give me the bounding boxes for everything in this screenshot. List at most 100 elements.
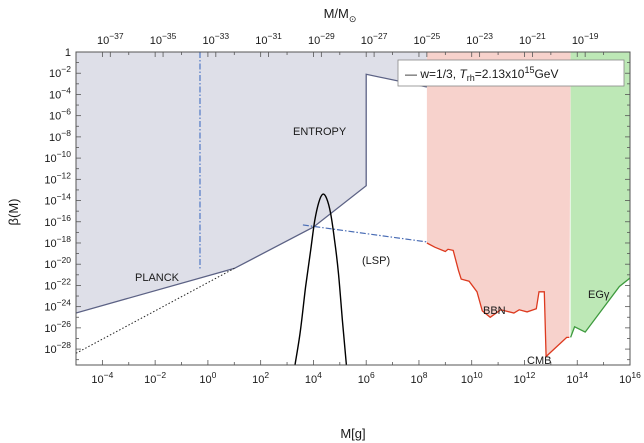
tick-label-base: 10 — [44, 344, 56, 356]
tick-label-base: 10 — [44, 302, 56, 314]
tick-label-exponent: −21 — [531, 31, 546, 41]
legend-w-text: w=1/3, — [419, 67, 459, 81]
tick-label-base: 10 — [519, 35, 531, 47]
tick-label-exponent: 12 — [526, 370, 536, 380]
tick-label: 10−26 — [44, 319, 71, 335]
legend-box — [397, 59, 625, 87]
tick-label-exponent: 6 — [370, 370, 375, 380]
lsp-constraint-line — [302, 224, 427, 243]
tick-label-base: 10 — [308, 35, 320, 47]
entropy-region-fill — [76, 52, 427, 313]
tick-label: 10−2 — [144, 370, 166, 386]
tick-label: 10−28 — [44, 340, 71, 356]
region-label-entropy: ENTROPY — [293, 126, 347, 138]
top-axis-title-sub: ⊙ — [349, 14, 357, 24]
tick-label: 10−37 — [97, 31, 124, 47]
tick-label-base: 10 — [49, 132, 61, 144]
tick-label-base: 10 — [44, 174, 56, 186]
tick-label-base: 10 — [619, 374, 631, 386]
region-label-eg-gamma: EGγ — [588, 289, 610, 301]
tick-label: 1 — [65, 47, 71, 59]
tick-label: 10−20 — [44, 255, 71, 271]
tick-label-base: 10 — [414, 35, 426, 47]
tick-label: 10−35 — [150, 31, 177, 47]
tick-label-exponent: −8 — [61, 128, 71, 138]
tick-label-base: 10 — [410, 374, 422, 386]
tick-label-base: 10 — [44, 217, 56, 229]
legend-t-value: =2.13x10 — [475, 67, 525, 81]
tick-label-exponent: −6 — [61, 107, 71, 117]
tick-label: 102 — [252, 370, 269, 386]
region-label-cmb: CMB — [527, 355, 551, 367]
tick-label-base: 10 — [97, 35, 109, 47]
tick-label-base: 10 — [44, 238, 56, 250]
tick-label: 10−22 — [44, 276, 71, 292]
entropy-region-border — [76, 73, 428, 314]
legend-t-exp: 15 — [524, 65, 534, 75]
tick-label: 10−4 — [49, 85, 71, 101]
tick-label-base: 10 — [305, 374, 317, 386]
tick-label-exponent: −16 — [57, 213, 72, 223]
eg-gamma-constraint-line — [569, 277, 630, 338]
tick-label-base: 10 — [566, 374, 578, 386]
tick-label-exponent: −14 — [57, 192, 72, 202]
tick-label-base: 10 — [202, 35, 214, 47]
tick-label-base: 10 — [466, 35, 478, 47]
tick-label-exponent: −20 — [57, 255, 72, 265]
tick-label: 106 — [358, 370, 375, 386]
tick-label: 10−19 — [572, 31, 599, 47]
x-axis-title: M[g] — [340, 426, 365, 441]
tick-label-exponent: 2 — [264, 370, 269, 380]
region-label-lsp: (LSP) — [362, 255, 390, 267]
tick-label: 10−23 — [466, 31, 493, 47]
tick-label-base: 10 — [44, 323, 56, 335]
tick-label-base: 10 — [44, 259, 56, 271]
tick-label: 10−14 — [44, 192, 71, 208]
tick-label-base: 10 — [255, 35, 267, 47]
top-axis-ticks: 10−37 10−35 10−33 10−31 10−29 10−27 10−25 10−23… — [97, 31, 599, 57]
legend-symbol: — — [405, 67, 417, 81]
tick-label: 104 — [305, 370, 322, 386]
tick-label-base: 10 — [44, 280, 56, 292]
tick-label: 10−31 — [255, 31, 282, 47]
bottom-axis-ticks: 10−4 10−2 100 102 104 106 108 1010 1012 1014 1016 — [75, 52, 641, 386]
bbn-cmb-constraint-line — [426, 242, 570, 358]
tick-label-exponent: −10 — [57, 149, 72, 159]
tick-label-exponent: 14 — [579, 370, 589, 380]
tick-label-exponent: −26 — [57, 319, 72, 329]
tick-label: 1012 — [514, 370, 536, 386]
tick-label: 10−18 — [44, 234, 71, 250]
tick-label: 10−16 — [44, 213, 71, 229]
tick-label-base: 10 — [91, 374, 103, 386]
tick-label: 100 — [199, 370, 216, 386]
legend-entry: — w=1/3, Trh=2.13x1015GeV — [405, 65, 558, 83]
top-axis-title: M/M⊙ — [324, 6, 357, 24]
tick-label: 10−2 — [49, 64, 71, 80]
tick-label: 10−29 — [308, 31, 335, 47]
tick-label-exponent: −12 — [57, 170, 72, 180]
tick-label-base: 10 — [361, 35, 373, 47]
tick-label-base: 10 — [514, 374, 526, 386]
tick-label-base: 10 — [49, 111, 61, 123]
tick-label-exponent: −2 — [61, 64, 71, 74]
plot-frame — [75, 51, 631, 366]
bbn-region-fill — [426, 52, 571, 357]
tick-label-base: 10 — [44, 196, 56, 208]
mass-function-curve — [294, 193, 348, 365]
tick-label-base: 10 — [150, 35, 162, 47]
y-axis-title: β(M) — [6, 199, 21, 226]
region-label-planck: PLANCK — [135, 272, 180, 284]
tick-label-exponent: −4 — [104, 370, 114, 380]
tick-label-base: 10 — [49, 89, 61, 101]
tick-label-base: 1 — [65, 47, 71, 59]
tick-label-exponent: −22 — [57, 276, 72, 286]
tick-label: 1010 — [461, 370, 483, 386]
tick-label: 10−33 — [202, 31, 229, 47]
tick-label: 10−6 — [49, 107, 71, 123]
tick-label: 10−10 — [44, 149, 71, 165]
tick-label-exponent: −33 — [215, 31, 230, 41]
tick-label: 10−4 — [91, 370, 113, 386]
tick-label-base: 10 — [44, 153, 56, 165]
tick-label-exponent: −19 — [584, 31, 599, 41]
